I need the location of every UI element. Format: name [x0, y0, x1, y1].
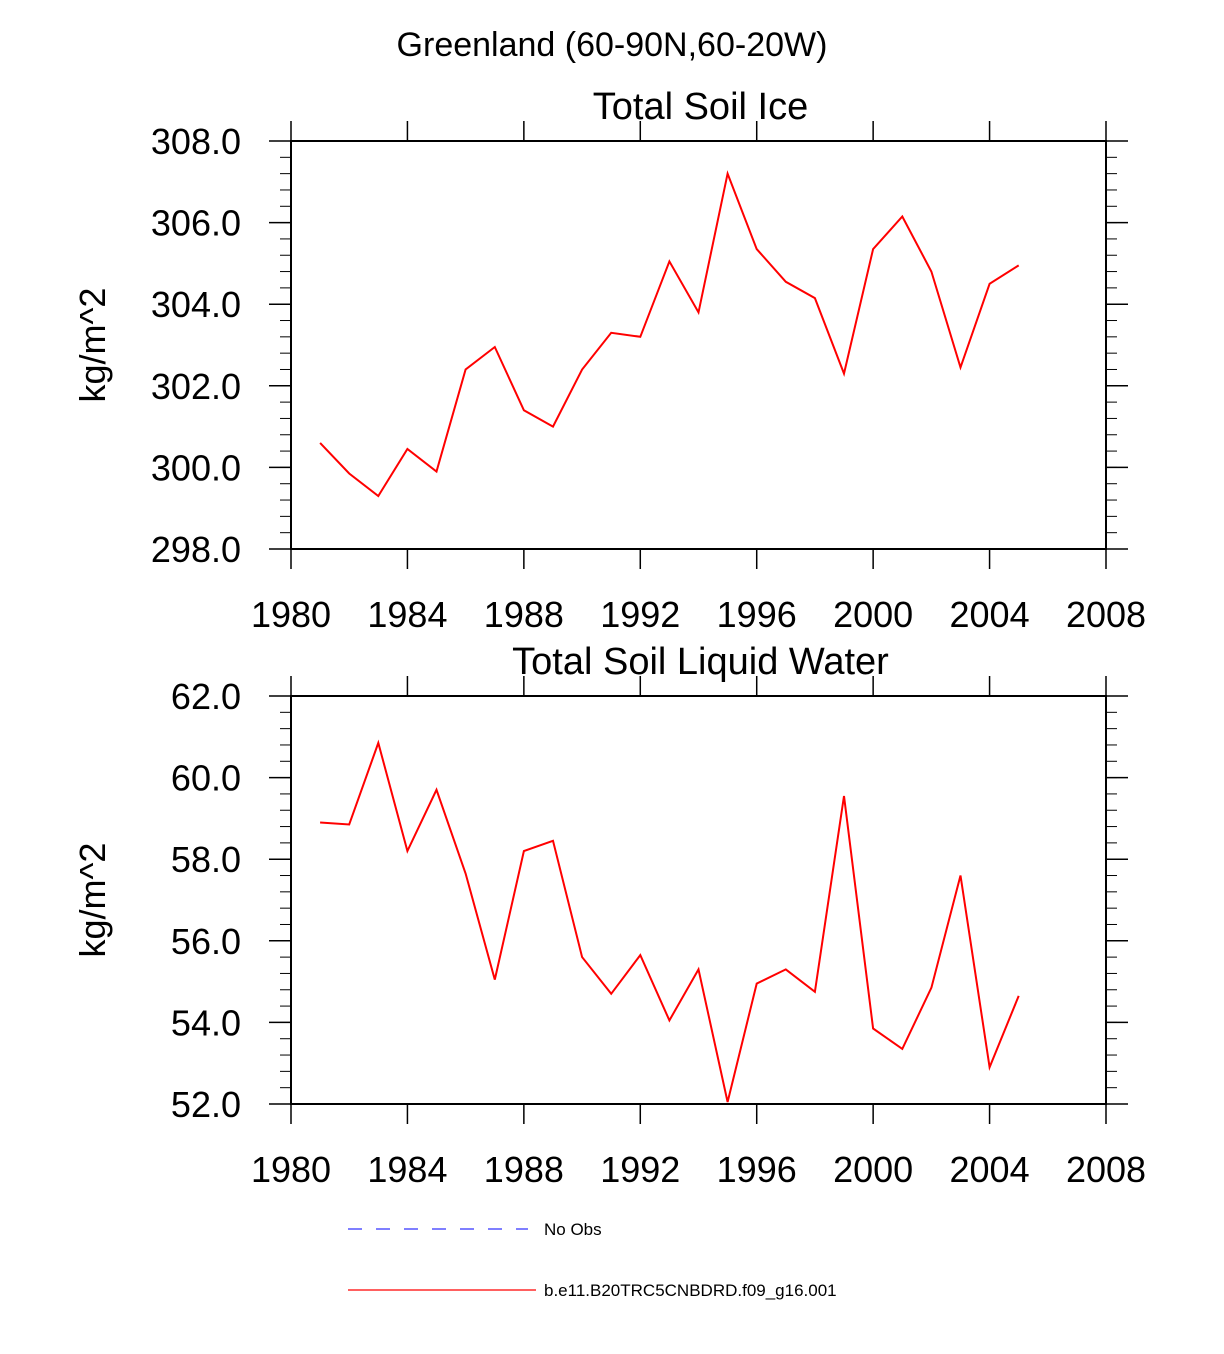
plot-frame [290, 140, 1107, 550]
y-tick-label: 60.0 [171, 758, 241, 799]
x-tick-label: 1984 [367, 1149, 447, 1190]
chart-panel-total-soil-liquid-water: Total Soil Liquid Water 1980 1984 1988 1992 1… [72, 641, 1146, 1190]
x-tick-label: 2008 [1066, 1149, 1146, 1190]
x-tick-label: 1980 [251, 1149, 331, 1190]
y-tick-label: 56.0 [171, 921, 241, 962]
y-tick-label: 302.0 [151, 366, 241, 407]
figure-title: Greenland (60-90N,60-20W) [397, 26, 828, 64]
y-axis-label: kg/m^2 [72, 843, 113, 958]
x-tick-label: 2008 [1066, 594, 1146, 635]
series-line [320, 739, 1020, 1103]
y-tick-label: 304.0 [151, 284, 241, 325]
plot-frame [290, 695, 1107, 1105]
x-tick-label: 1988 [484, 1149, 564, 1190]
y-tick-label: 58.0 [171, 839, 241, 880]
y-tick-label: 298.0 [151, 529, 241, 570]
y-tick-label: 300.0 [151, 447, 241, 488]
x-tick-label: 2000 [833, 1149, 913, 1190]
legend: No Obs b.e11.B20TRC5CNBDRD.f09_g16.001 [348, 1220, 837, 1300]
y-tick-label: 52.0 [171, 1084, 241, 1125]
x-tick-label: 1980 [251, 594, 331, 635]
chart-title: Total Soil Liquid Water [512, 641, 889, 683]
chart-title: Total Soil Ice [593, 86, 808, 128]
legend-label-no-obs: No Obs [544, 1220, 602, 1239]
legend-label-model: b.e11.B20TRC5CNBDRD.f09_g16.001 [544, 1281, 837, 1300]
x-tick-label: 2000 [833, 594, 913, 635]
y-axis-label: kg/m^2 [72, 288, 113, 403]
series-line [319, 170, 1020, 498]
x-tick-label: 2004 [950, 594, 1030, 635]
y-tick-label: 308.0 [151, 121, 241, 162]
x-tick-label: 1992 [600, 594, 680, 635]
x-tick-label: 1984 [367, 594, 447, 635]
x-tick-label: 1988 [484, 594, 564, 635]
x-tick-label: 1996 [717, 594, 797, 635]
x-tick-label: 1992 [600, 1149, 680, 1190]
x-tick-label: 2004 [950, 1149, 1030, 1190]
y-tick-label: 62.0 [171, 676, 241, 717]
y-tick-label: 306.0 [151, 203, 241, 244]
x-tick-label: 1996 [717, 1149, 797, 1190]
y-tick-label: 54.0 [171, 1002, 241, 1043]
chart-panel-total-soil-ice: Total Soil Ice 1980 1984 1988 1992 1996 2000 20… [72, 86, 1146, 635]
